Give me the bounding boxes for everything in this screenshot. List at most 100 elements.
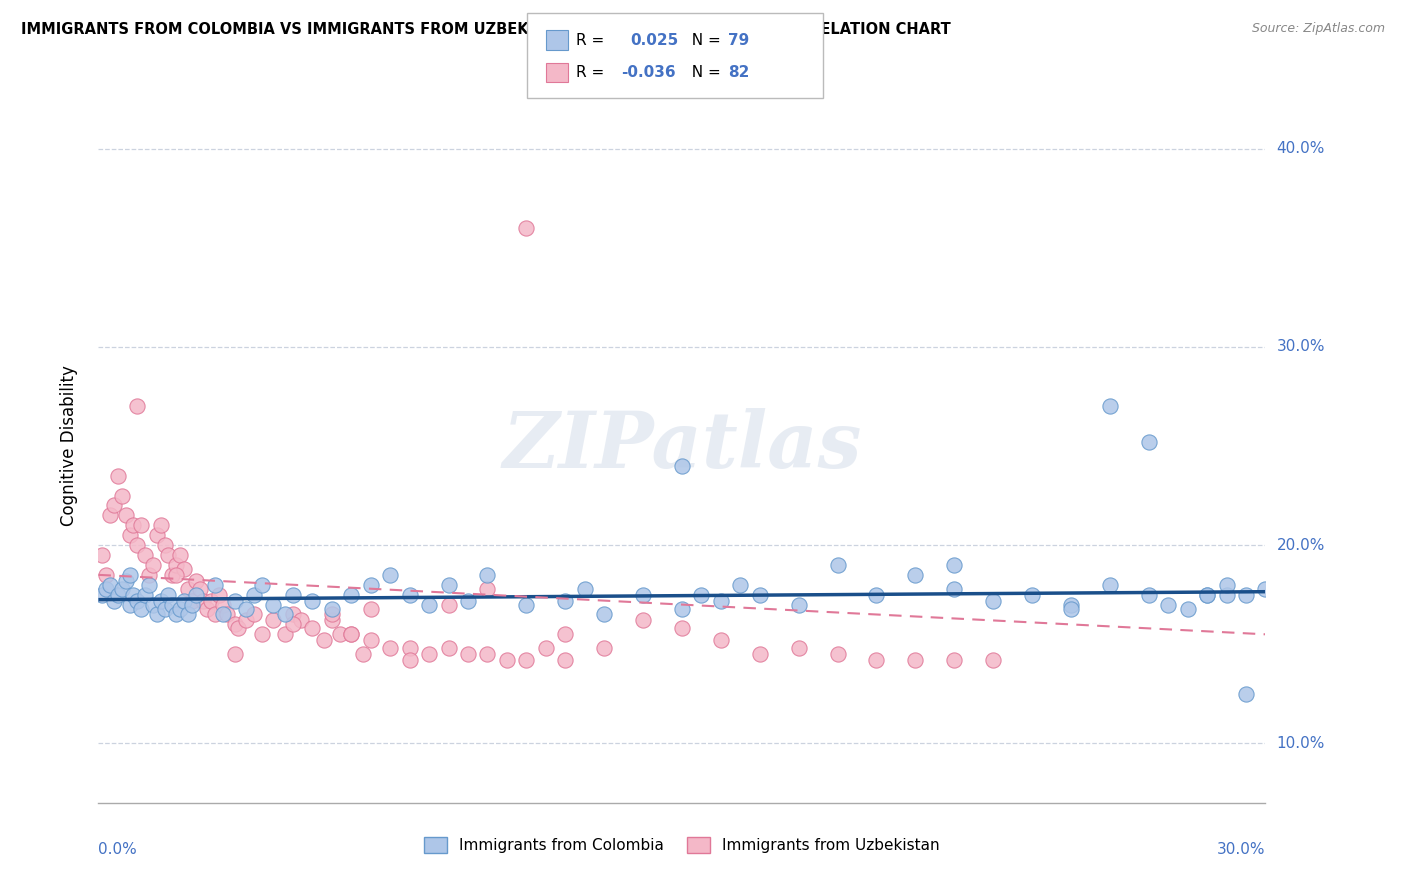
Point [398,653,420,667]
Text: 79: 79 [728,33,749,48]
Point [165,558,187,572]
Point [142,598,165,612]
Point [904,653,927,667]
Point [380,567,402,582]
Text: Source: ZipAtlas.com: Source: ZipAtlas.com [1251,22,1385,36]
Point [671,601,693,615]
Point [162,598,184,612]
Point [981,593,1004,607]
Point [787,641,810,656]
Point [157,548,180,562]
Text: ZIPatlas: ZIPatlas [502,408,862,484]
Point [748,588,770,602]
Text: 82: 82 [728,65,749,80]
Legend: Immigrants from Colombia, Immigrants from Uzbekistan: Immigrants from Colombia, Immigrants fro… [418,831,946,859]
Point [1098,400,1121,414]
Point [515,221,537,235]
Point [981,653,1004,667]
Point [224,647,246,661]
Point [107,468,129,483]
Point [360,601,382,615]
Point [165,567,187,582]
Point [146,528,169,542]
Point [281,588,304,602]
Point [943,582,966,596]
Point [98,578,121,592]
Point [671,621,693,635]
Point [173,593,195,607]
Point [671,458,693,473]
Point [1234,687,1257,701]
Point [274,607,297,622]
Point [477,582,499,596]
Point [352,647,374,661]
Point [1060,601,1083,615]
Point [360,578,382,592]
Point [138,567,160,582]
Point [138,578,160,592]
Point [118,598,141,612]
Point [340,627,363,641]
Text: -0.036: -0.036 [621,65,676,80]
Text: 30.0%: 30.0% [1218,842,1265,857]
Point [329,627,352,641]
Point [149,593,172,607]
Point [1195,588,1218,602]
Point [710,633,733,648]
Point [103,499,125,513]
Point [398,588,420,602]
Point [593,641,616,656]
Point [212,607,235,622]
Point [593,607,616,622]
Point [554,627,576,641]
Point [111,582,134,596]
Point [340,627,363,641]
Point [281,617,304,632]
Point [437,641,460,656]
Point [235,614,257,628]
Text: IMMIGRANTS FROM COLOMBIA VS IMMIGRANTS FROM UZBEKISTAN COGNITIVE DISABILITY CORR: IMMIGRANTS FROM COLOMBIA VS IMMIGRANTS F… [21,22,950,37]
Point [321,601,343,615]
Point [457,647,479,661]
Point [748,647,770,661]
Point [243,607,266,622]
Point [1195,588,1218,602]
Point [180,593,202,607]
Point [118,567,141,582]
Point [224,593,246,607]
Text: 20.0%: 20.0% [1277,538,1324,553]
Point [193,593,215,607]
Point [1060,598,1083,612]
Point [437,578,460,592]
Y-axis label: Cognitive Disability: Cognitive Disability [59,366,77,526]
Text: 10.0%: 10.0% [1277,736,1324,751]
Point [111,489,134,503]
Point [180,598,202,612]
Point [114,508,136,523]
Point [184,574,207,588]
Point [188,582,211,596]
Point [281,607,304,622]
Text: 0.0%: 0.0% [98,842,138,857]
Point [127,400,149,414]
Point [169,548,191,562]
Point [142,558,165,572]
Point [122,588,145,602]
Point [204,578,226,592]
Point [169,601,191,615]
Point [437,598,460,612]
Point [103,593,125,607]
Point [1021,588,1043,602]
Point [146,607,169,622]
Point [631,614,654,628]
Point [173,562,195,576]
Point [515,598,537,612]
Point [162,567,184,582]
Point [262,598,284,612]
Point [865,653,887,667]
Point [457,593,479,607]
Point [91,548,114,562]
Point [96,567,118,582]
Point [574,582,596,596]
Point [250,627,273,641]
